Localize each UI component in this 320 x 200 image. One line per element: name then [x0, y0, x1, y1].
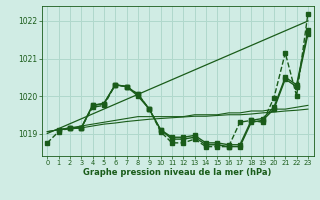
- X-axis label: Graphe pression niveau de la mer (hPa): Graphe pression niveau de la mer (hPa): [84, 168, 272, 177]
